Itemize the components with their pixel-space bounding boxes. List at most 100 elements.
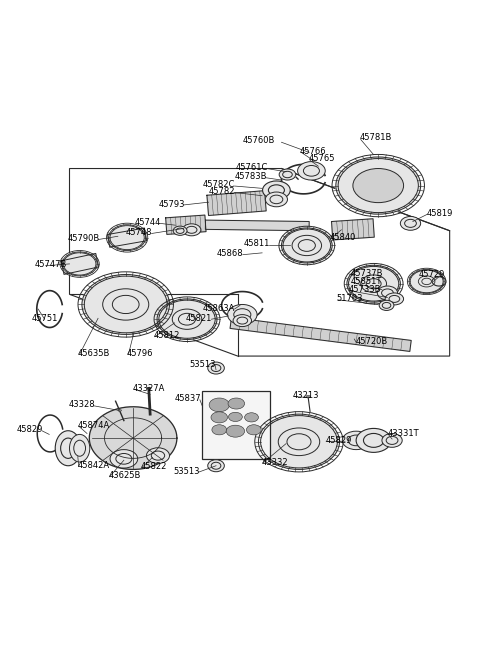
Text: 45874A: 45874A	[78, 421, 110, 430]
Polygon shape	[166, 215, 206, 234]
Ellipse shape	[385, 293, 404, 305]
Ellipse shape	[146, 448, 169, 464]
Polygon shape	[157, 299, 217, 339]
Polygon shape	[332, 219, 374, 240]
Ellipse shape	[118, 409, 121, 411]
Text: 45744: 45744	[134, 218, 161, 227]
Polygon shape	[108, 225, 145, 251]
Ellipse shape	[70, 434, 90, 462]
Text: 43327A: 43327A	[133, 384, 166, 393]
Text: 45747B: 45747B	[35, 260, 67, 269]
Ellipse shape	[342, 431, 370, 449]
Ellipse shape	[209, 398, 229, 412]
Ellipse shape	[103, 289, 149, 320]
Text: 45782: 45782	[209, 187, 235, 196]
Ellipse shape	[279, 169, 296, 180]
Text: 45748: 45748	[126, 228, 153, 237]
Polygon shape	[207, 191, 266, 215]
Ellipse shape	[110, 449, 138, 468]
Ellipse shape	[173, 226, 187, 235]
Text: 45733B: 45733B	[348, 285, 381, 294]
Text: 45842A: 45842A	[78, 461, 110, 470]
Text: 45781B: 45781B	[360, 133, 392, 142]
Text: 45822: 45822	[141, 462, 168, 471]
Ellipse shape	[379, 300, 394, 310]
Text: 45796: 45796	[127, 349, 154, 358]
Ellipse shape	[246, 424, 261, 435]
FancyBboxPatch shape	[202, 390, 270, 459]
Ellipse shape	[356, 428, 391, 453]
Ellipse shape	[361, 275, 386, 293]
Ellipse shape	[292, 235, 322, 255]
Text: 45720B: 45720B	[355, 337, 387, 346]
Polygon shape	[205, 220, 309, 231]
Polygon shape	[336, 157, 420, 214]
Polygon shape	[108, 228, 147, 247]
Ellipse shape	[228, 305, 257, 325]
Text: 45837: 45837	[174, 394, 201, 403]
Text: 45829: 45829	[325, 436, 352, 445]
Text: 45819: 45819	[427, 209, 453, 217]
Text: 45751: 45751	[32, 314, 58, 323]
Ellipse shape	[55, 431, 81, 466]
Polygon shape	[347, 265, 400, 302]
Text: 45863A: 45863A	[203, 304, 235, 312]
Text: 43213: 43213	[293, 391, 320, 400]
Ellipse shape	[182, 224, 201, 236]
Polygon shape	[82, 274, 169, 335]
Text: 53513: 53513	[190, 360, 216, 369]
Ellipse shape	[382, 434, 402, 447]
Text: 45840: 45840	[330, 233, 356, 242]
Text: 45783B: 45783B	[234, 172, 267, 181]
Text: 45868: 45868	[217, 250, 244, 258]
Text: 45790B: 45790B	[67, 234, 99, 243]
Polygon shape	[62, 252, 97, 276]
Ellipse shape	[212, 424, 227, 435]
Text: 45635B: 45635B	[78, 349, 110, 358]
Text: 45760B: 45760B	[242, 136, 275, 145]
Ellipse shape	[228, 412, 242, 422]
Ellipse shape	[298, 162, 325, 180]
Text: 45829: 45829	[16, 425, 43, 434]
Ellipse shape	[263, 181, 290, 199]
Text: 51703: 51703	[337, 295, 363, 303]
Ellipse shape	[208, 460, 224, 472]
Text: 53513: 53513	[173, 467, 200, 476]
Polygon shape	[409, 269, 444, 293]
Text: 43331T: 43331T	[387, 429, 419, 438]
Text: 45793: 45793	[158, 200, 185, 208]
Ellipse shape	[208, 362, 224, 374]
Text: 45737B: 45737B	[350, 269, 383, 278]
Text: 45766: 45766	[300, 147, 326, 155]
Polygon shape	[61, 253, 98, 274]
Ellipse shape	[419, 276, 435, 287]
Ellipse shape	[377, 286, 397, 300]
Ellipse shape	[147, 387, 151, 390]
Ellipse shape	[265, 192, 288, 207]
Text: 43328: 43328	[68, 400, 95, 409]
Ellipse shape	[172, 309, 202, 329]
Ellipse shape	[353, 168, 404, 202]
Text: 43625B: 43625B	[108, 472, 141, 480]
Ellipse shape	[226, 425, 245, 437]
Text: 43332: 43332	[262, 458, 289, 466]
Text: 45729: 45729	[419, 270, 445, 279]
Polygon shape	[89, 407, 177, 470]
Ellipse shape	[233, 314, 252, 327]
Polygon shape	[230, 318, 411, 352]
Text: 45782C: 45782C	[203, 180, 235, 189]
Text: 45761C: 45761C	[235, 162, 268, 172]
Ellipse shape	[211, 412, 228, 423]
Polygon shape	[281, 228, 332, 263]
Ellipse shape	[245, 413, 258, 422]
Text: 45812: 45812	[154, 331, 180, 341]
Text: 45765: 45765	[308, 155, 335, 163]
Text: 45811: 45811	[243, 239, 270, 248]
Text: 45821: 45821	[186, 314, 212, 323]
Text: 45851T: 45851T	[350, 277, 382, 286]
Ellipse shape	[278, 428, 320, 456]
Ellipse shape	[306, 395, 311, 398]
Ellipse shape	[228, 398, 245, 409]
Ellipse shape	[400, 216, 420, 231]
Polygon shape	[258, 414, 339, 470]
